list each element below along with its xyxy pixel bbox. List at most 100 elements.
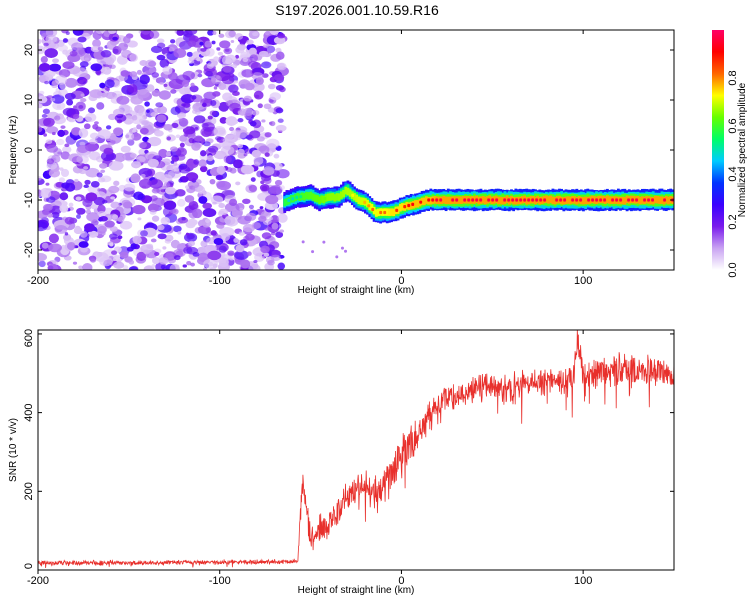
noise-blob (237, 215, 251, 225)
noise-blob (60, 168, 70, 178)
noise-blob (38, 95, 48, 104)
noise-blob (140, 230, 148, 237)
noise-blob (38, 103, 43, 109)
signal-cell (381, 208, 385, 216)
noise-blob (68, 153, 83, 163)
noise-blob (202, 202, 213, 210)
signal-cell (318, 196, 321, 205)
signal-cell (625, 195, 629, 204)
noise-blob (52, 58, 59, 64)
noise-blob (138, 178, 152, 189)
signal-cell (342, 189, 345, 198)
noise-blob (101, 199, 108, 204)
noise-blob (58, 88, 68, 97)
noise-blob (260, 256, 265, 260)
x-tick-label: -200 (27, 275, 49, 287)
noise-blob (273, 36, 286, 45)
noise-blob (191, 142, 201, 151)
noise-blob (160, 216, 171, 225)
noise-blob (138, 108, 147, 117)
signal-cell (344, 186, 348, 195)
signal-cell (370, 203, 374, 212)
noise-blob (85, 112, 97, 122)
noise-blob (175, 264, 180, 268)
signal-cell (656, 196, 659, 204)
noise-blob (263, 252, 270, 257)
snr-frame (37, 329, 675, 571)
signal-peak (555, 198, 559, 202)
signal-cell (346, 187, 350, 196)
snr-x-ticks: -200 -100 0 100 (27, 330, 592, 587)
colorbar-gradient (712, 30, 724, 270)
noise-blob (163, 182, 171, 188)
signal-cell (566, 196, 570, 204)
signal-peak (379, 210, 383, 215)
signal-cell (409, 201, 413, 210)
noise-blob (133, 191, 144, 201)
noise-blob (276, 62, 287, 71)
noise-blob (100, 67, 108, 73)
signal-cell (573, 196, 577, 204)
noise-blob (235, 46, 245, 54)
noise-blob (76, 207, 86, 215)
noise-blob (123, 151, 137, 162)
signal-peak (367, 204, 371, 208)
y-tick-label: 20 (23, 44, 35, 56)
x-tick-label: -100 (209, 275, 231, 287)
noise-blob (105, 125, 112, 130)
signal-cell (501, 196, 505, 205)
noise-blob (213, 56, 220, 62)
signal-cell (664, 195, 668, 204)
signal-peak (603, 198, 607, 202)
noise-blob (45, 196, 56, 203)
noise-blob (129, 53, 138, 62)
noise-blob (248, 30, 256, 33)
noise-blob (188, 240, 196, 247)
noise-blob (38, 253, 48, 262)
noise-blob (215, 174, 224, 181)
noise-blob (192, 208, 203, 219)
noise-blob (147, 136, 162, 147)
noise-blob (120, 70, 130, 77)
noise-blob (75, 196, 82, 201)
signal-cell (340, 191, 343, 199)
colorbar-tick-label: 0.2 (727, 214, 739, 229)
noise-blobs (38, 30, 348, 270)
signal-peak (383, 210, 387, 215)
noise-blob (242, 198, 251, 204)
signal-peak (635, 198, 639, 202)
signal-peak (571, 198, 575, 202)
noise-blob (45, 34, 58, 44)
y-tick-label: 0 (23, 563, 35, 569)
noise-blob (140, 30, 152, 35)
noise-blob (264, 132, 272, 138)
noise-blob (131, 161, 142, 169)
noise-blob (48, 233, 59, 244)
signal-peak (559, 198, 563, 202)
noise-blob (132, 129, 137, 133)
noise-blob (45, 30, 58, 37)
colorbar-tick-label: 0.8 (727, 70, 739, 85)
noise-blob (112, 48, 119, 54)
signal-peak (595, 198, 599, 202)
noise-blob (186, 218, 198, 226)
noise-blob (51, 131, 56, 136)
noise-blob (148, 60, 157, 67)
noise-blob (275, 107, 284, 114)
signal-cell (283, 198, 287, 207)
signal-cell (584, 196, 588, 205)
noise-blob (120, 145, 131, 153)
noise-blob (84, 223, 95, 232)
noise-blob (170, 89, 177, 94)
noise-blob (85, 192, 98, 202)
noise-blob (42, 203, 53, 211)
noise-blob (73, 105, 77, 109)
signal-cell (529, 195, 533, 204)
signal-peak (503, 198, 507, 202)
noise-blob (46, 144, 58, 153)
signal-cell (311, 193, 315, 201)
snr-y-axis-label: SNR (10 * v/v) (8, 418, 19, 482)
signal-peak (467, 198, 471, 202)
noise-blob (90, 63, 103, 72)
